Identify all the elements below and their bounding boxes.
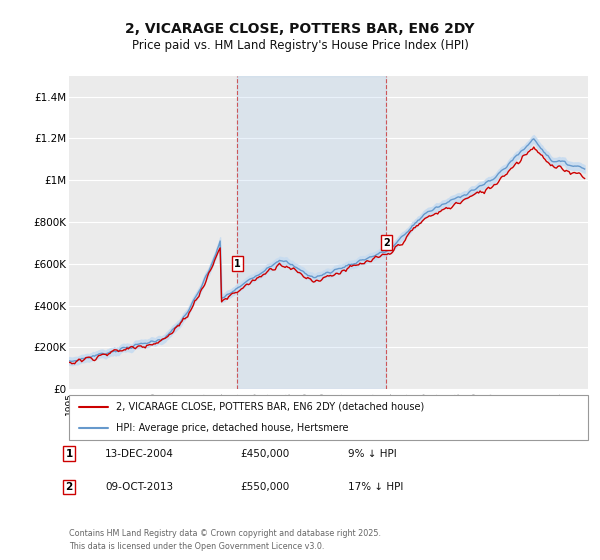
Text: Price paid vs. HM Land Registry's House Price Index (HPI): Price paid vs. HM Land Registry's House … [131,39,469,52]
Text: £450,000: £450,000 [240,449,289,459]
Text: 1: 1 [65,449,73,459]
Text: 2, VICARAGE CLOSE, POTTERS BAR, EN6 2DY: 2, VICARAGE CLOSE, POTTERS BAR, EN6 2DY [125,22,475,36]
Text: 17% ↓ HPI: 17% ↓ HPI [348,482,403,492]
Text: 9% ↓ HPI: 9% ↓ HPI [348,449,397,459]
Text: HPI: Average price, detached house, Hertsmere: HPI: Average price, detached house, Hert… [116,422,348,432]
Text: 09-OCT-2013: 09-OCT-2013 [105,482,173,492]
Text: 2: 2 [65,482,73,492]
Text: 2: 2 [383,238,389,248]
Text: 1: 1 [234,259,241,269]
Text: 13-DEC-2004: 13-DEC-2004 [105,449,174,459]
Bar [238,76,386,389]
Text: This data is licensed under the Open Government Licence v3.0.: This data is licensed under the Open Gov… [69,542,325,551]
Text: £550,000: £550,000 [240,482,289,492]
Text: Contains HM Land Registry data © Crown copyright and database right 2025.: Contains HM Land Registry data © Crown c… [69,529,381,538]
Text: 2, VICARAGE CLOSE, POTTERS BAR, EN6 2DY (detached house): 2, VICARAGE CLOSE, POTTERS BAR, EN6 2DY … [116,402,424,412]
